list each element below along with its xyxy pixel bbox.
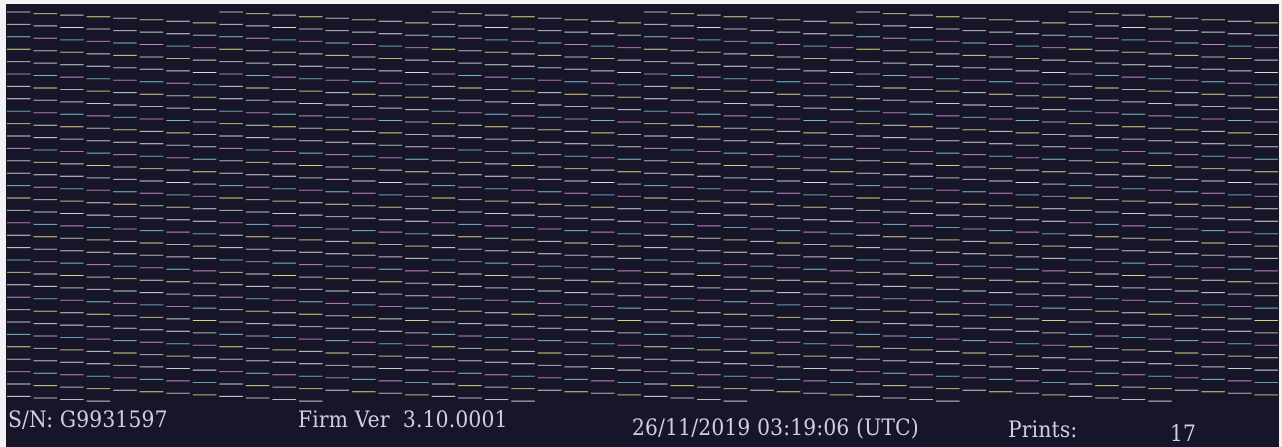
paper-edge-left — [0, 0, 6, 447]
firmware-version: Firm Ver 3.10.0001 — [298, 408, 508, 433]
prints-label: Prints: — [1008, 418, 1078, 443]
print-datetime: 26/11/2019 03:19:06 (UTC) — [632, 416, 919, 441]
printout-footer: S/N: G9931597 Firm Ver 3.10.0001 26/11/2… — [0, 404, 1282, 447]
paper-edge-right — [1279, 0, 1282, 447]
paper-edge-top — [0, 0, 1282, 4]
prints-count: 17 — [1170, 422, 1197, 447]
nozzle-check-pattern — [7, 11, 1278, 402]
serial-number: S/N: G9931597 — [8, 408, 168, 433]
